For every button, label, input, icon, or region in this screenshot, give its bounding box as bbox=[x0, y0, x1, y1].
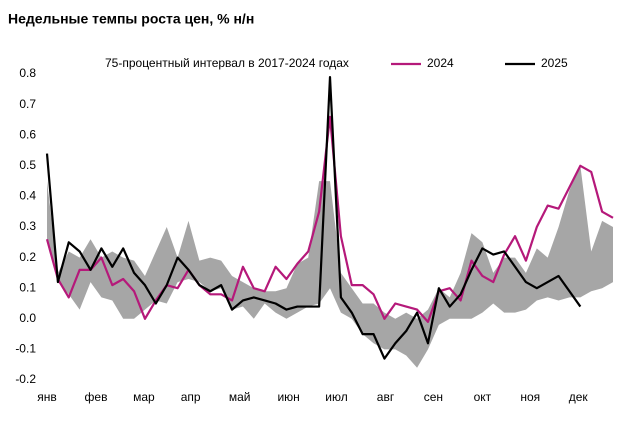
x-tick-label: ноя bbox=[520, 390, 540, 404]
y-tick-label: 0.4 bbox=[19, 189, 36, 203]
y-tick-label: 0.2 bbox=[19, 250, 36, 264]
x-tick-label: дек bbox=[569, 390, 589, 404]
series-line bbox=[45, 115, 614, 323]
x-tick-label: апр bbox=[181, 390, 201, 404]
y-tick-label: 0.7 bbox=[19, 97, 36, 111]
x-tick-label: окт bbox=[474, 390, 492, 404]
y-tick-label: 0.6 bbox=[19, 127, 36, 141]
interval-band bbox=[47, 165, 613, 368]
x-tick-label: мар bbox=[133, 390, 155, 404]
y-tick-label: -0.1 bbox=[15, 342, 36, 356]
x-tick-label: сен bbox=[424, 390, 443, 404]
y-tick-label: 0.8 bbox=[19, 66, 36, 80]
x-tick-label: июн bbox=[277, 390, 299, 404]
x-tick-label: авг bbox=[377, 390, 395, 404]
x-tick-label: май bbox=[229, 390, 251, 404]
band-legend-label: 75-процентный интервал в 2017-2024 годах bbox=[105, 56, 349, 70]
legend-label: 2025 bbox=[541, 56, 568, 70]
y-tick-label: -0.2 bbox=[15, 372, 36, 386]
x-tick-label: фев bbox=[85, 390, 108, 404]
y-tick-label: 0.0 bbox=[19, 311, 36, 325]
x-tick-label: июл bbox=[325, 390, 347, 404]
y-tick-label: 0.3 bbox=[19, 219, 36, 233]
legend-label: 2024 bbox=[427, 56, 454, 70]
y-tick-label: 0.5 bbox=[19, 158, 36, 172]
series-line bbox=[45, 75, 582, 360]
x-tick-label: янв bbox=[37, 390, 57, 404]
y-tick-label: 0.1 bbox=[19, 280, 36, 294]
chart-title: Недельные темпы роста цен, % н/н bbox=[8, 11, 254, 27]
